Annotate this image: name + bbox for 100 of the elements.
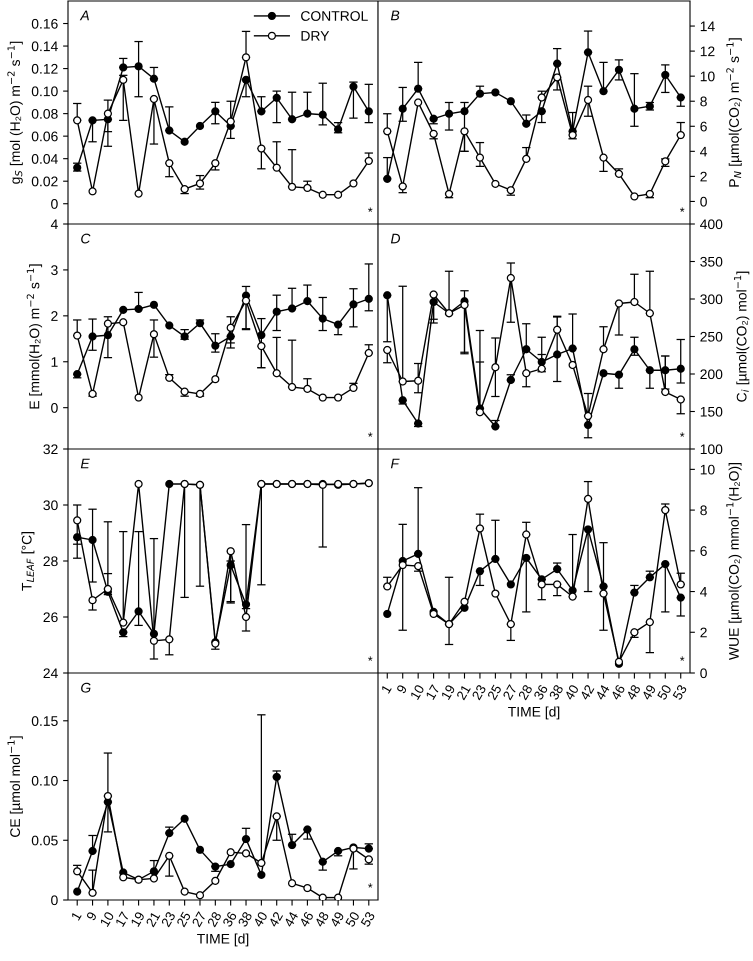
x-tick-label: 49	[330, 911, 345, 928]
x-tick-label: 27	[502, 684, 518, 700]
y-tick-label: 150	[700, 406, 722, 417]
text: E	[80, 458, 90, 468]
x-tick-label: 50	[656, 684, 672, 701]
x-tick-label: 27	[192, 911, 206, 928]
x-tick-label: 21	[456, 684, 471, 700]
y-tick-label: 4	[700, 146, 708, 156]
y-tick-label: 0	[51, 403, 58, 413]
y-tick-label: 4	[50, 219, 58, 230]
annotation: *	[680, 432, 684, 437]
y-tick-label: 26	[44, 612, 58, 622]
y-tick-label: 0	[51, 199, 58, 209]
x-tick-label: 46	[610, 684, 626, 701]
text: A	[80, 10, 89, 20]
x-tick-label: 53	[360, 911, 376, 928]
x-tick-label: 38	[238, 911, 252, 928]
text: B	[390, 10, 400, 20]
y-tick-label: 0.04	[32, 154, 58, 164]
x-tick-label: 42	[580, 684, 594, 701]
x-tick-label: 50	[345, 911, 360, 928]
x-tick-label: 1	[381, 684, 392, 694]
y-tick-label: 0.08	[32, 108, 58, 119]
x-tick-label: 9	[86, 911, 98, 922]
y-tick-label: 10	[700, 464, 715, 475]
y-tick-label: 0.05	[32, 836, 58, 846]
x-tick-label: 36	[533, 684, 548, 701]
x-tick-label: 38	[548, 684, 564, 701]
y-tick-label: 0	[700, 196, 707, 207]
y-axis-title: C$_{i}$ [µmol(CO₂) mol$^{−1}$]	[734, 272, 750, 402]
y-tick-label: 2	[51, 311, 58, 321]
x-tick-label: 42	[268, 911, 284, 928]
x-tick-label: 25	[176, 911, 192, 928]
x-tick-label: 10	[100, 911, 114, 928]
y-tick-label: 8	[700, 96, 707, 106]
y-tick-label: 10	[700, 72, 715, 82]
annotation: *	[368, 656, 372, 661]
x-tick-label: 23	[472, 684, 486, 700]
y-tick-label: 3	[51, 265, 58, 276]
y-tick-label: 200	[700, 369, 722, 380]
annotation: *	[680, 656, 684, 661]
y-tick-label: 30	[43, 500, 58, 510]
y-tick-label: 0.10	[32, 776, 58, 786]
y-tick-label: 0.14	[32, 41, 58, 52]
y-tick-label: 350	[700, 256, 722, 267]
annotation: *	[368, 883, 372, 888]
y-tick-label: 4	[700, 587, 708, 597]
y-tick-label: 2	[700, 172, 707, 182]
x-axis-title: TIME [d]	[197, 933, 248, 946]
y-tick-label: 0.10	[32, 86, 58, 96]
x-tick-label: 53	[672, 684, 688, 701]
y-tick-label: 0.15	[32, 716, 58, 726]
text: G	[81, 682, 91, 693]
x-tick-label: 44	[284, 910, 298, 928]
x-tick-label: 17	[426, 684, 440, 700]
y-tick-label: 8	[700, 505, 707, 516]
legend-label: CONTROL	[301, 11, 368, 21]
x-tick-label: 17	[115, 911, 130, 928]
x-tick-label: 28	[518, 684, 533, 700]
y-tick-label: 0.02	[32, 176, 58, 186]
y-tick-label: 0	[51, 895, 58, 906]
x-axis-title: TIME [d]	[508, 706, 560, 720]
y-axis-title: E [mmol(H₂O) m$^{−2}$ s$^{−1}$]	[26, 264, 42, 408]
x-tick-label: 40	[252, 911, 268, 928]
y-tick-label: 100	[700, 444, 722, 454]
text: D	[390, 234, 400, 244]
x-tick-label: 46	[298, 911, 314, 928]
y-axis-title: P$_{N}$ [µmol(CO₂) m$^{−2}$ s$^{−1}$]	[726, 38, 742, 187]
x-tick-label: 48	[314, 911, 330, 928]
y-tick-label: 6	[700, 546, 707, 556]
x-tick-label: 44	[595, 684, 610, 701]
x-tick-label: 19	[440, 684, 456, 700]
y-tick-label: 28	[44, 556, 58, 566]
legend-label: DRY	[302, 31, 330, 41]
y-tick-label: 1	[52, 357, 58, 367]
x-tick-label: 36	[222, 911, 238, 928]
y-axis-title: WUE [µmol(CO₂) mmol$^{−1}$(H₂O)]	[726, 463, 742, 660]
x-tick-label: 23	[160, 911, 176, 928]
y-tick-label: 14	[700, 22, 715, 32]
y-tick-label: 32	[43, 444, 58, 454]
y-tick-label: 250	[700, 332, 722, 342]
x-tick-label: 10	[410, 684, 425, 700]
y-tick-label: 24	[44, 668, 58, 678]
x-tick-label: 25	[487, 684, 502, 700]
y-tick-label: 0	[700, 668, 707, 678]
x-tick-label: 40	[564, 684, 580, 701]
x-tick-label: 28	[206, 911, 222, 928]
x-tick-label: 49	[641, 684, 656, 701]
text: C	[81, 234, 91, 244]
x-tick-label: 48	[626, 684, 641, 701]
annotation: *	[368, 432, 372, 437]
text: F	[390, 458, 400, 468]
y-tick-label: 0.06	[32, 131, 58, 142]
x-tick-label: 19	[130, 911, 146, 928]
y-tick-label: 6	[700, 122, 707, 132]
x-tick-label: 21	[146, 911, 160, 928]
y-tick-label: 300	[700, 294, 722, 304]
y-tick-label: 2	[700, 628, 707, 638]
y-tick-label: 12	[700, 46, 714, 56]
x-tick-label: 1	[70, 911, 82, 921]
